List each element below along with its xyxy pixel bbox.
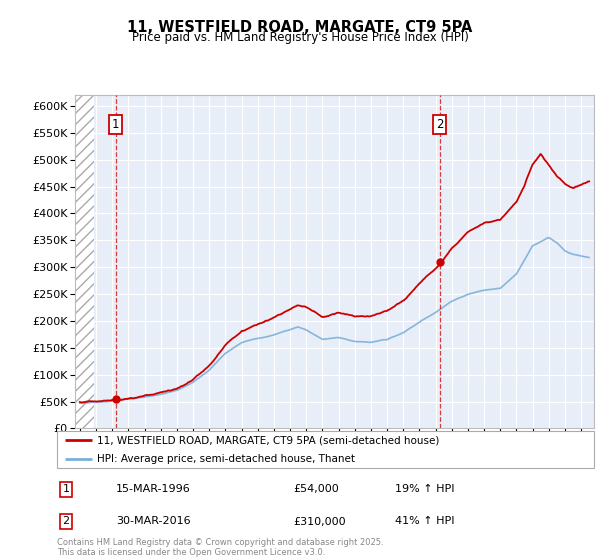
Text: £310,000: £310,000 bbox=[293, 516, 346, 526]
Text: 15-MAR-1996: 15-MAR-1996 bbox=[116, 484, 191, 494]
FancyBboxPatch shape bbox=[57, 431, 594, 468]
Text: £54,000: £54,000 bbox=[293, 484, 339, 494]
Text: 11, WESTFIELD ROAD, MARGATE, CT9 5PA: 11, WESTFIELD ROAD, MARGATE, CT9 5PA bbox=[127, 20, 473, 35]
Text: Price paid vs. HM Land Registry's House Price Index (HPI): Price paid vs. HM Land Registry's House … bbox=[131, 31, 469, 44]
Text: 41% ↑ HPI: 41% ↑ HPI bbox=[395, 516, 455, 526]
Text: 11, WESTFIELD ROAD, MARGATE, CT9 5PA (semi-detached house): 11, WESTFIELD ROAD, MARGATE, CT9 5PA (se… bbox=[97, 435, 440, 445]
Text: 19% ↑ HPI: 19% ↑ HPI bbox=[395, 484, 455, 494]
Text: 1: 1 bbox=[62, 484, 70, 494]
Text: 30-MAR-2016: 30-MAR-2016 bbox=[116, 516, 191, 526]
Text: 1: 1 bbox=[112, 118, 119, 131]
Text: 2: 2 bbox=[62, 516, 70, 526]
Text: Contains HM Land Registry data © Crown copyright and database right 2025.
This d: Contains HM Land Registry data © Crown c… bbox=[57, 538, 383, 557]
Text: 2: 2 bbox=[436, 118, 443, 131]
Text: HPI: Average price, semi-detached house, Thanet: HPI: Average price, semi-detached house,… bbox=[97, 454, 355, 464]
